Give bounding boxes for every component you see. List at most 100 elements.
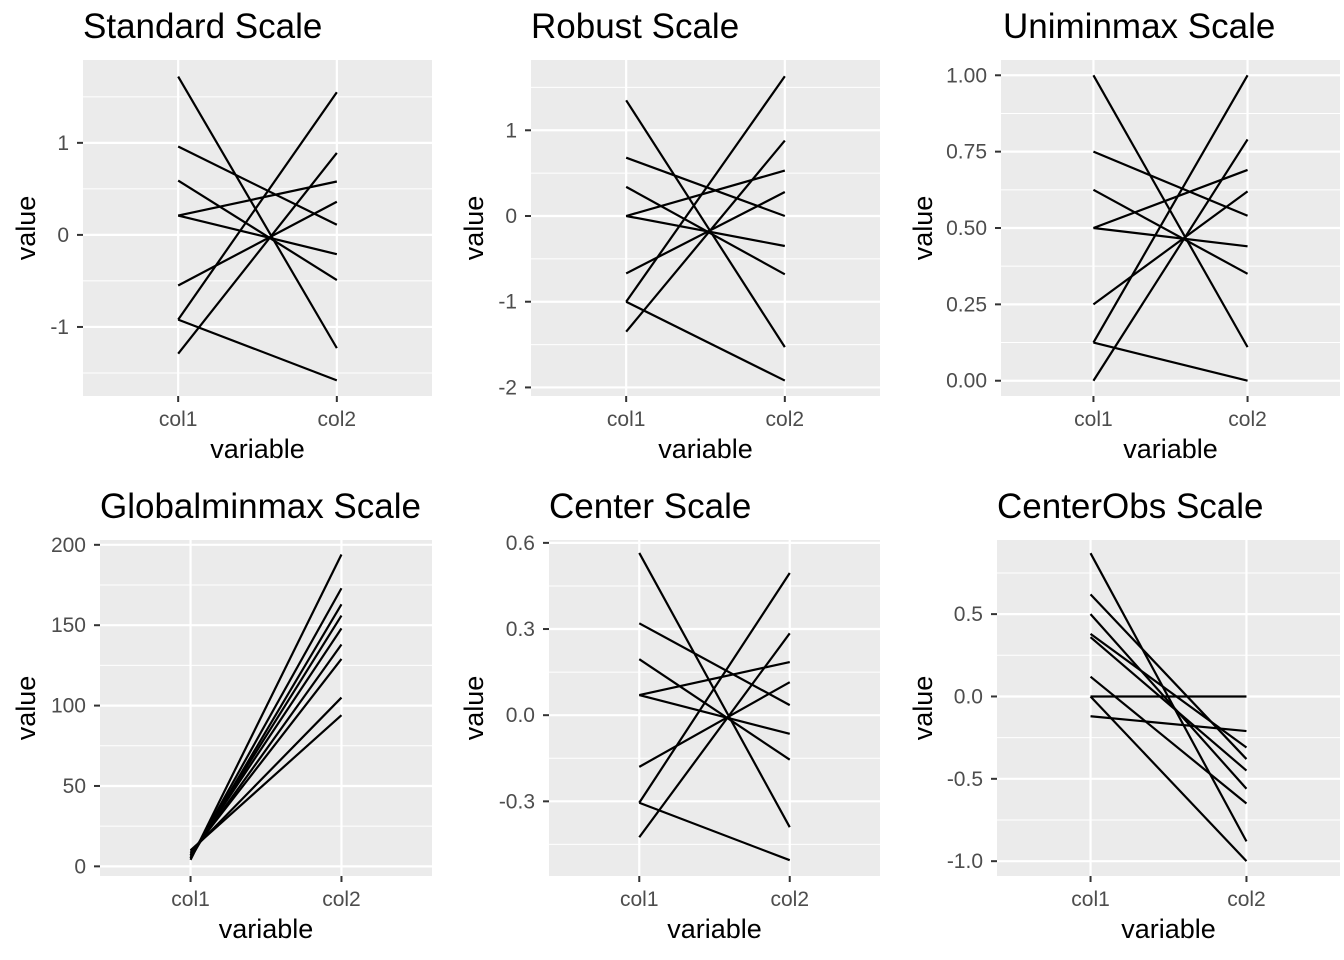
chart-panel: 0 50 100 150 200 col1 col2 Globalminmax Scale va… [11,487,432,944]
series-line [177,318,338,382]
x-axis-title: variable [658,434,753,464]
series-line [177,76,338,349]
series-line [1089,675,1248,805]
x-axis-title: variable [1123,434,1218,464]
series-line [189,696,343,853]
series-line [177,200,338,287]
x-tick-label: col2 [318,408,357,431]
x-axis-title: variable [667,914,762,944]
series-line [189,587,343,859]
series-line [177,179,338,281]
y-tick-label: 0.50 [946,217,987,240]
series-line [625,75,786,303]
panel-title: Globalminmax Scale [100,487,421,526]
series-line [1092,74,1249,348]
series-line [189,714,343,852]
chart-panel: -2 -1 0 1 col1 col2 Robust Scale variable value [459,7,880,464]
series-line [638,632,791,838]
series-line [625,191,786,275]
series-line [625,139,786,333]
y-tick-label: -1.0 [947,850,983,873]
series-line [177,91,338,321]
y-axis-title: value [908,196,938,261]
y-tick-label: -0.3 [499,790,535,813]
y-axis-title: value [908,676,938,741]
panel-background [531,60,880,396]
y-tick-label: 0 [57,224,69,247]
y-tick-label: -2 [498,376,517,399]
series-line [1093,341,1248,382]
series-line [625,214,786,248]
panel-background [549,540,880,876]
x-tick-label: col1 [1071,888,1110,911]
y-tick-label: -1 [498,291,517,314]
y-tick-label: 1 [57,132,69,155]
series-line [1089,636,1248,772]
series-line [1093,226,1248,248]
panel-background [83,60,432,396]
y-tick-label: 0.3 [506,618,535,641]
chart-panel: -1 0 1 col1 col2 Standard Scale variable value [11,7,432,464]
series-line [189,603,343,859]
series-line [638,658,791,761]
x-tick-label: col2 [1228,408,1267,431]
series-line [638,694,791,735]
y-tick-label: 1 [505,119,517,142]
series-line [177,152,338,355]
series-line [625,99,786,348]
series-line [638,622,791,707]
series-line [638,552,791,828]
x-tick-label: col2 [322,888,361,911]
series-line [177,145,338,226]
y-tick-label: 50 [63,775,86,798]
series-line [177,214,338,256]
y-axis-title: value [11,676,41,741]
x-tick-label: col1 [620,888,659,911]
x-tick-label: col2 [766,408,805,431]
panel-title: Uniminmax Scale [1003,7,1275,46]
x-axis-title: variable [219,914,314,944]
series-line [1089,593,1248,760]
y-tick-label: 150 [51,614,86,637]
series-line [638,801,791,862]
y-tick-label: 200 [51,534,86,557]
x-axis-title: variable [210,434,305,464]
x-tick-label: col1 [1074,408,1113,431]
x-tick-label: col1 [607,408,646,431]
chart-panel: -0.3 0.0 0.3 0.6 col1 col2 Center Scale variabl… [459,487,880,944]
x-tick-label: col1 [159,408,198,431]
y-tick-label: 0.5 [954,603,983,626]
x-tick-label: col1 [171,888,210,911]
y-tick-label: 0 [505,205,517,228]
series-line [638,681,791,768]
y-tick-label: 0 [74,855,86,878]
panel-background [997,540,1340,876]
series-line [1092,74,1249,344]
y-tick-label: 0.00 [946,370,987,393]
series-line [638,572,791,804]
series-line [1090,715,1247,733]
x-tick-label: col2 [1227,888,1266,911]
y-tick-label: -0.5 [947,768,983,791]
y-tick-label: 100 [51,695,86,718]
series-line [189,553,343,861]
series-line [625,169,786,218]
y-axis-title: value [459,676,489,741]
y-tick-label: 0.75 [946,141,987,164]
series-line [1092,188,1249,275]
series-line [1089,695,1248,862]
x-axis-title: variable [1121,914,1216,944]
panel-title: Center Scale [549,487,751,526]
y-axis-title: value [459,196,489,261]
y-tick-label: 0.0 [506,704,535,727]
panel-title: Standard Scale [83,7,322,46]
panel-title: CenterObs Scale [997,487,1264,526]
series-line [189,643,343,856]
panel-title: Robust Scale [531,7,739,46]
chart-panel: 0.00 0.25 0.50 0.75 1.00 col1 col2 Uniminmax Sc… [908,7,1340,464]
y-tick-label: 0.0 [954,685,983,708]
y-tick-label: -1 [50,316,69,339]
y-tick-label: 1.00 [946,64,987,87]
series-line [625,300,786,382]
